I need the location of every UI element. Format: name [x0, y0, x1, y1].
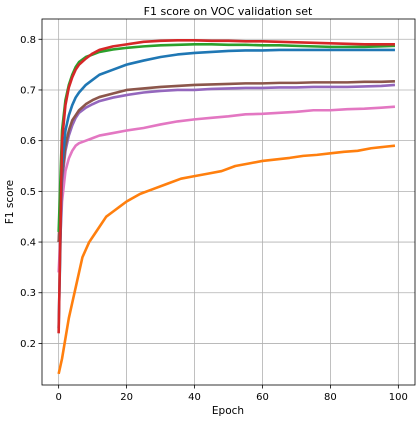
series-line-3	[57, 83, 396, 243]
series-line-5	[57, 48, 395, 329]
x-ticks: 0 20 40 60 80 100	[55, 385, 408, 403]
y-tick-label: 0.6	[20, 136, 36, 147]
y-tick-label: 0.2	[20, 339, 36, 350]
y-tick-label: 0.3	[20, 288, 36, 299]
plot-frame	[41, 18, 416, 386]
x-tick-label: 60	[256, 392, 269, 403]
series-line-2	[57, 105, 396, 273]
series-layer	[57, 38, 396, 375]
y-tick-label: 0.4	[20, 238, 36, 249]
series-line-1	[57, 144, 396, 375]
x-axis-label: Epoch	[212, 405, 244, 417]
y-axis-label: F1 score	[4, 180, 16, 224]
y-ticks: 0.2 0.3 0.4 0.5 0.6 0.7 0.8	[20, 35, 42, 350]
y-tick-label: 0.7	[20, 85, 36, 96]
x-tick-label: 40	[188, 392, 201, 403]
chart-title: F1 score on VOC validation set	[144, 5, 313, 18]
series-line-4	[57, 80, 396, 243]
x-tick-label: 0	[55, 392, 61, 403]
x-tick-label: 80	[324, 392, 337, 403]
x-tick-label: 100	[389, 392, 408, 403]
x-tick-label: 20	[120, 392, 133, 403]
y-tick-label: 0.8	[20, 35, 36, 46]
series-line-7	[57, 38, 395, 334]
y-tick-label: 0.5	[20, 187, 36, 198]
